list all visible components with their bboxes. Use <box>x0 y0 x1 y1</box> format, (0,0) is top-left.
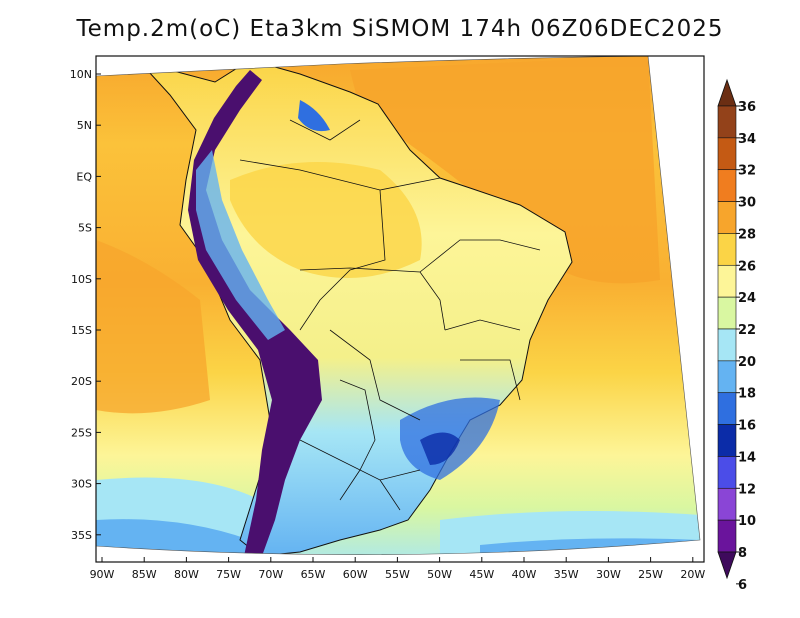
lon-tick-label: 75W <box>216 568 241 581</box>
longitude-axis: 90W 85W 80W 75W 70W 65W 60W 55W 50W 45W 40W 35W 30W 2… <box>90 557 705 581</box>
colorbar-segment <box>717 392 737 425</box>
colorbar-segment <box>717 137 737 171</box>
colorbar-segment <box>717 201 737 234</box>
map-title: Temp.2m(oC) Eta3km SiSMOM 174h 06Z06DEC2… <box>76 16 724 42</box>
lon-tick-label: 80W <box>174 568 199 581</box>
colorbar-label: 16 <box>738 419 756 434</box>
colorbar-label: 34 <box>738 132 756 147</box>
map-frame <box>95 55 705 563</box>
lat-tick-label: 5N <box>77 119 92 132</box>
temperature-field <box>96 56 700 555</box>
colorbar-bottom-triangle <box>717 551 737 580</box>
lon-tick-label: 40W <box>512 568 537 581</box>
colorbar-label: 24 <box>738 291 756 306</box>
lon-tick-label: 45W <box>469 568 494 581</box>
colorbar-label: 12 <box>738 482 756 497</box>
lon-tick-label: 85W <box>132 568 157 581</box>
colorbar-segment <box>717 360 737 394</box>
latitude-axis: 10N 5N EQ 5S 10S 15S 20S 25S 30S 35S <box>70 68 101 542</box>
colorbar-label: 22 <box>738 323 756 338</box>
lon-tick-label: 30W <box>596 568 621 581</box>
colorbar-label: 30 <box>738 196 756 211</box>
colorbar-label: 36 <box>738 100 756 115</box>
colorbar-top-triangle <box>717 78 737 107</box>
lon-tick-label: 20W <box>680 568 705 581</box>
colorbar-label: 26 <box>738 259 756 274</box>
colorbar-segment <box>717 264 737 298</box>
lon-tick-label: 70W <box>258 568 283 581</box>
colorbar-segment <box>717 105 737 139</box>
colorbar-label: 8 <box>738 546 747 561</box>
lon-tick-label: 35W <box>554 568 579 581</box>
lat-tick-label: 10S <box>71 273 92 286</box>
lat-tick-label: 5S <box>78 222 92 235</box>
lat-tick-label: EQ <box>76 170 92 183</box>
lat-tick-label: 25S <box>71 426 92 439</box>
lat-tick-label: 20S <box>71 375 92 388</box>
colorbar-segment <box>717 233 737 266</box>
colorbar: 36 34 32 30 28 26 24 22 20 18 16 14 12 10 8 6 <box>717 78 756 593</box>
colorbar-segment <box>717 424 737 457</box>
lon-tick-label: 60W <box>343 568 368 581</box>
lat-tick-label: 35S <box>71 529 92 542</box>
lon-tick-label: 25W <box>638 568 663 581</box>
colorbar-label: 20 <box>738 355 756 370</box>
colorbar-label: 14 <box>738 450 756 465</box>
colorbar-segment <box>717 296 737 330</box>
colorbar-segment <box>717 456 737 489</box>
lat-tick-label: 10N <box>70 68 92 81</box>
colorbar-label: 28 <box>738 227 756 242</box>
colorbar-label: 18 <box>738 387 756 402</box>
lon-tick-label: 90W <box>90 568 115 581</box>
lon-tick-label: 65W <box>301 568 326 581</box>
colorbar-label: 6 <box>738 578 747 593</box>
colorbar-segment <box>717 328 737 362</box>
lon-tick-label: 50W <box>427 568 452 581</box>
colorbar-segment <box>717 169 737 202</box>
lat-tick-label: 30S <box>71 478 92 491</box>
country-borders <box>239 119 541 511</box>
colorbar-segment <box>717 519 737 553</box>
colorbar-segment <box>717 487 737 521</box>
colorbar-label: 10 <box>738 514 756 529</box>
colorbar-label: 32 <box>738 164 756 179</box>
lat-tick-label: 15S <box>71 324 92 337</box>
lon-tick-label: 55W <box>385 568 410 581</box>
